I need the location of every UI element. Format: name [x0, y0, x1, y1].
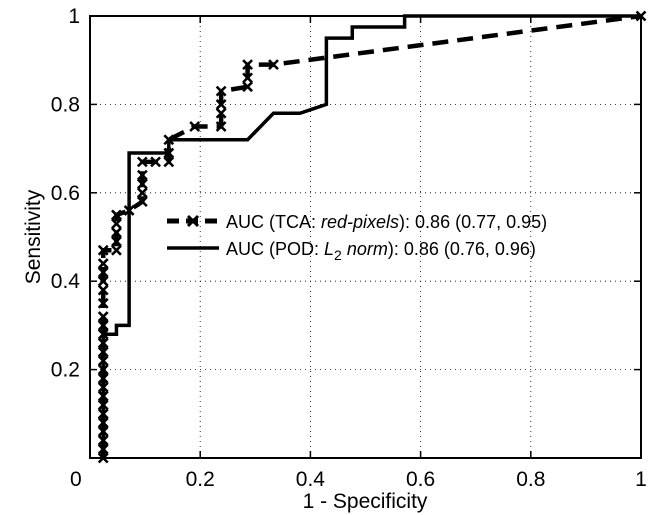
- data-point-marker: [111, 236, 122, 247]
- x-tick-label: 0: [70, 468, 82, 491]
- data-point-marker: [97, 258, 109, 269]
- y-tick-label: 0.2: [51, 359, 80, 382]
- x-tick-label: 0.2: [186, 468, 215, 491]
- data-point-marker: [97, 311, 109, 322]
- y-tick-label: 0.8: [51, 93, 80, 116]
- data-point-marker: [97, 266, 109, 278]
- data-point-marker: [189, 121, 201, 132]
- data-point-marker: [215, 121, 227, 132]
- y-tick-label: 1: [68, 5, 80, 28]
- data-point-marker: [136, 178, 148, 190]
- data-point-marker: [242, 72, 254, 84]
- data-point-marker: [163, 156, 175, 168]
- data-point-marker: [136, 156, 148, 168]
- data-point-marker: [215, 98, 227, 110]
- data-point-marker: [97, 275, 109, 287]
- data-point-marker: [242, 81, 254, 93]
- data-point-marker: [111, 227, 122, 238]
- legend-marker-tca: [186, 214, 200, 228]
- data-point-marker: [136, 196, 148, 208]
- y-tick-label: 0.4: [51, 270, 81, 293]
- data-point-marker: [97, 319, 109, 331]
- x-tick-label: 0.8: [516, 468, 545, 491]
- data-point-marker: [242, 59, 254, 71]
- series-line-pod: [101, 14, 641, 458]
- data-point-marker: [111, 244, 122, 256]
- x-axis-label: 1 - Specificity: [303, 490, 428, 513]
- grid: [90, 16, 641, 458]
- plot-background: [90, 16, 641, 458]
- plot-frame: [89, 15, 642, 459]
- data-point-marker: [97, 297, 109, 309]
- y-axis-label: Sensitivity: [22, 189, 45, 284]
- series-layer: [97, 10, 647, 464]
- data-point-marker: [215, 85, 227, 97]
- data-point-marker: [111, 209, 122, 221]
- y-tick-label: 0.6: [51, 182, 80, 205]
- x-tick-label: 1: [635, 468, 647, 491]
- data-point-marker: [136, 187, 148, 199]
- legend-label-tca: AUC (TCA: red-pixels): 0.86 (0.77, 0.95): [226, 212, 547, 232]
- data-point-marker: [136, 169, 148, 181]
- series-line-tca: [100, 13, 642, 458]
- x-tick-label: 0.6: [406, 468, 435, 491]
- data-point-marker: [150, 156, 161, 168]
- data-point-marker: [268, 59, 279, 71]
- legend: AUC (TCA: red-pixels): 0.86 (0.77, 0.95)…: [167, 212, 547, 263]
- ticks: 0 0.2 0.4 0.6 0.8 1 0.2 0.4 0.6 0.8 1: [51, 5, 647, 491]
- legend-label-pod: AUC (POD: L2 norm): 0.86 (0.76, 0.96): [226, 239, 536, 263]
- x-tick-label: 0.4: [296, 468, 326, 491]
- data-point-marker: [215, 107, 227, 119]
- data-point-marker: [111, 218, 122, 230]
- data-point-marker: [97, 284, 109, 296]
- data-point-marker: [97, 244, 109, 256]
